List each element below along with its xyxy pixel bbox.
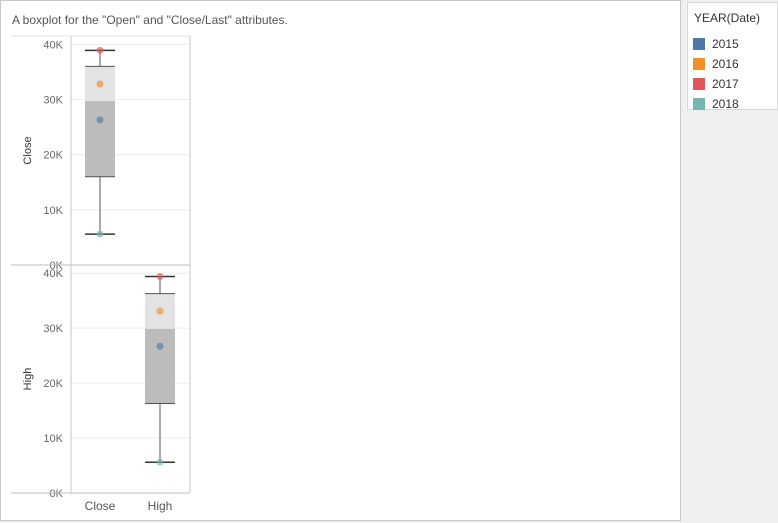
data-point-2015 <box>156 342 164 350</box>
y-tick-label: 10K <box>43 433 63 445</box>
box-lower-quartile <box>145 328 175 404</box>
chart-title: A boxplot for the "Open" and "Close/Last… <box>12 13 288 27</box>
chart-area: A boxplot for the "Open" and "Close/Last… <box>0 0 681 521</box>
y-axis-label: High <box>22 368 34 391</box>
legend-swatch <box>693 78 705 90</box>
y-tick-label: 10K <box>43 205 63 217</box>
y-tick-label: 40K <box>43 39 63 51</box>
legend-item-2018[interactable]: 2018 <box>693 97 739 111</box>
y-tick-label: 20K <box>43 150 63 162</box>
data-point-2018 <box>156 458 164 466</box>
legend-swatch <box>693 38 705 50</box>
data-point-2017 <box>96 46 104 54</box>
legend-label: 2017 <box>712 77 739 91</box>
x-tick-label: Close <box>85 499 116 513</box>
y-tick-label: 30K <box>43 94 63 106</box>
y-tick-label: 20K <box>43 378 63 390</box>
data-point-2016 <box>96 80 104 88</box>
y-tick-label: 30K <box>43 323 63 335</box>
y-axis-label: Close <box>22 136 34 164</box>
y-tick-label: 0K <box>50 488 64 500</box>
box-lower-quartile <box>85 101 115 177</box>
legend-item-2016[interactable]: 2016 <box>693 57 739 71</box>
boxplot-chart: 0K 10K 20K 30K 40K Close 0K 10K 20K 30K 40K High Clo… <box>11 35 191 513</box>
data-point-2016 <box>156 307 164 315</box>
data-point-2018 <box>96 230 104 238</box>
legend-item-2017[interactable]: 2017 <box>693 77 739 91</box>
legend-title: YEAR(Date) <box>694 11 761 25</box>
data-point-2017 <box>156 273 164 281</box>
data-point-2015 <box>96 116 104 124</box>
legend-swatch <box>693 98 705 110</box>
legend-swatch <box>693 58 705 70</box>
legend-label: 2015 <box>712 37 739 51</box>
legend: YEAR(Date) 2015 2016 2017 2018 <box>687 2 778 111</box>
x-tick-label: High <box>148 499 173 513</box>
legend-item-2015[interactable]: 2015 <box>693 37 739 51</box>
legend-label: 2016 <box>712 57 739 71</box>
y-tick-label: 40K <box>43 268 63 280</box>
y-tick-label: 0K <box>50 260 64 272</box>
legend-label: 2018 <box>712 97 739 111</box>
